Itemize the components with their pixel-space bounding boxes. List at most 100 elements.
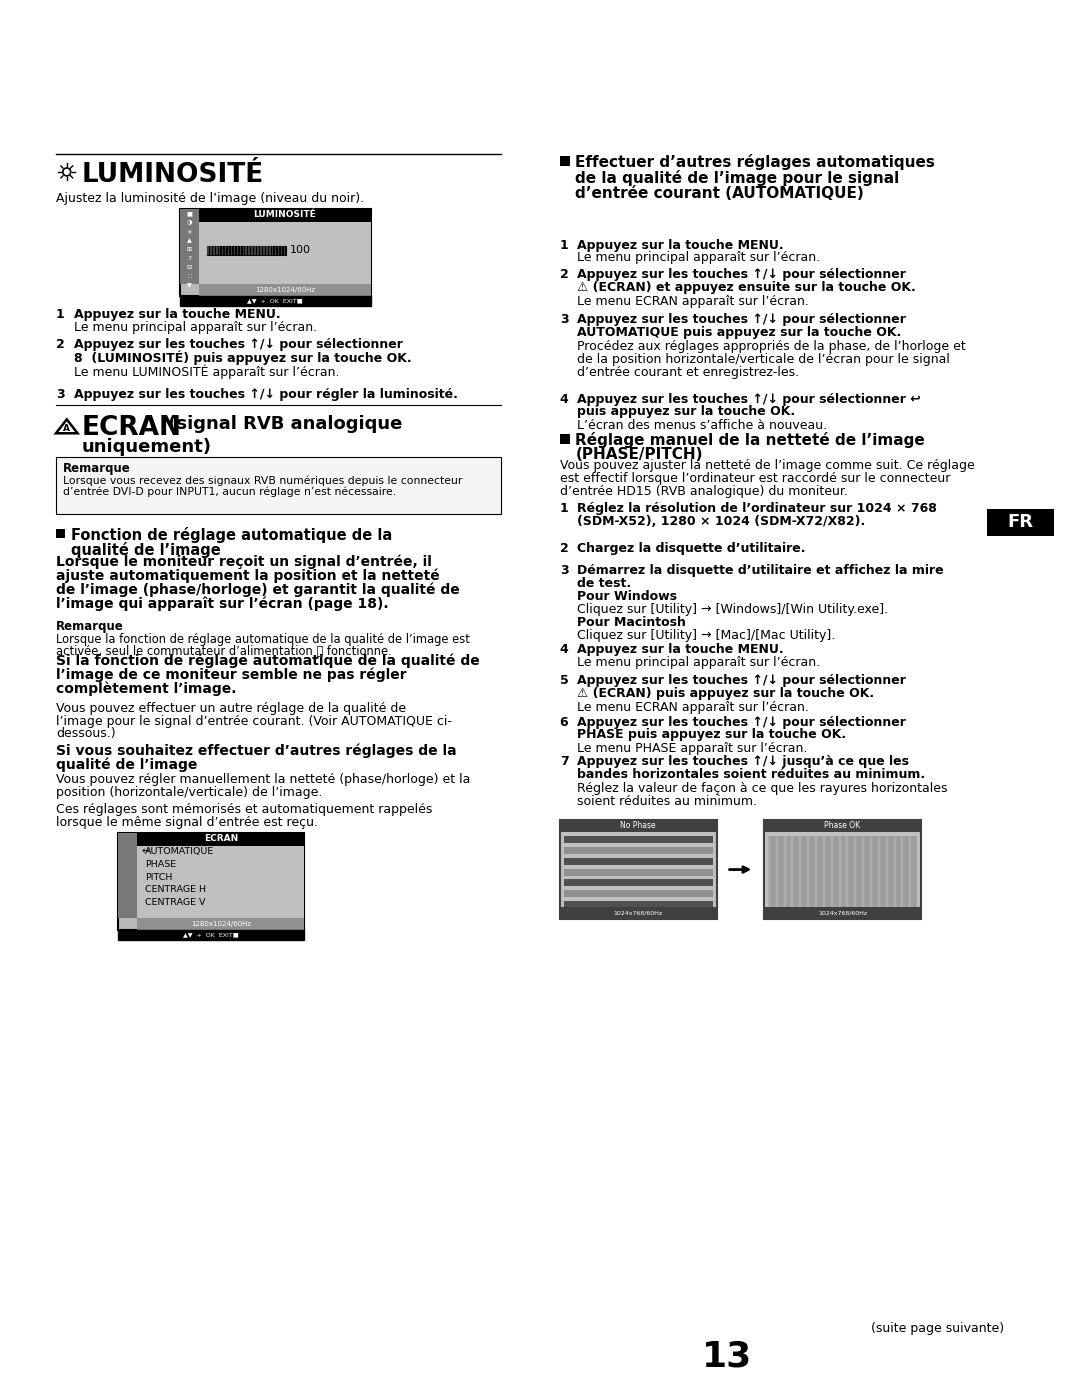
Text: Le menu principal apparaît sur l’écran.: Le menu principal apparaît sur l’écran. (578, 656, 821, 668)
Bar (890, 836, 892, 907)
Bar (987, 508, 1054, 536)
Text: (SDM-X52), 1280 × 1024 (SDM-X72/X82).: (SDM-X52), 1280 × 1024 (SDM-X72/X82). (578, 515, 866, 528)
Text: Le menu principal apparaît sur l’écran.: Le menu principal apparaît sur l’écran. (578, 251, 821, 264)
Bar (231, 246, 232, 255)
Text: 3: 3 (56, 388, 65, 400)
Text: l’image pour le signal d’entrée courant. (Voir AUTOMATIQUE ci-: l’image pour le signal d’entrée courant.… (56, 714, 451, 728)
Text: l’image qui apparaît sur l’écran (page 18).: l’image qui apparaît sur l’écran (page 1… (56, 597, 389, 610)
Text: puis appuyez sur la touche OK.: puis appuyez sur la touche OK. (578, 406, 796, 418)
Bar (784, 836, 785, 907)
Bar (909, 836, 912, 907)
Text: 4: 4 (559, 644, 568, 656)
Bar (905, 836, 907, 907)
Text: Appuyez sur la touche MENU.: Appuyez sur la touche MENU. (578, 239, 784, 251)
Bar (179, 209, 372, 296)
Text: LUMINOSITÉ: LUMINOSITÉ (81, 162, 264, 188)
Bar (807, 836, 809, 907)
Text: Effectuer d’autres réglages automatiques: Effectuer d’autres réglages automatiques (576, 155, 935, 170)
Bar (823, 836, 825, 907)
Bar (764, 820, 921, 831)
Bar (240, 246, 241, 255)
Bar (564, 902, 713, 909)
Bar (850, 836, 852, 907)
Text: AUTOMATIQUE: AUTOMATIQUE (146, 847, 215, 856)
Text: 6: 6 (559, 715, 568, 729)
Bar (252, 246, 253, 255)
Bar (787, 836, 789, 907)
Text: d’entrée courant (AUTOMATIQUE): d’entrée courant (AUTOMATIQUE) (576, 186, 864, 200)
Bar (564, 880, 713, 887)
Text: ▼: ▼ (187, 283, 192, 289)
Bar (200, 284, 372, 296)
Bar (559, 434, 569, 445)
Bar (207, 246, 208, 255)
Bar (874, 836, 876, 907)
Text: 13: 13 (702, 1340, 752, 1374)
Bar (768, 836, 770, 907)
Text: PHASE puis appuyez sur la touche OK.: PHASE puis appuyez sur la touche OK. (578, 728, 847, 742)
Bar (914, 836, 915, 907)
Bar (137, 833, 305, 845)
Bar (281, 246, 282, 255)
Text: 1: 1 (559, 239, 568, 251)
Text: de l’image (phase/horloge) et garantit la qualité de: de l’image (phase/horloge) et garantit l… (56, 583, 460, 597)
Bar (245, 246, 247, 255)
Text: l’image de ce moniteur semble ne pas régler: l’image de ce moniteur semble ne pas rég… (56, 668, 406, 682)
Bar (564, 836, 713, 842)
Text: soient réduites au minimum.: soient réduites au minimum. (578, 795, 757, 808)
Bar (257, 246, 259, 255)
Bar (118, 931, 305, 940)
Bar (200, 209, 372, 221)
Text: d’entrée courant et enregistrez-les.: d’entrée courant et enregistrez-les. (578, 366, 799, 378)
Text: CENTRAGE V: CENTRAGE V (146, 899, 206, 907)
Bar (264, 246, 265, 255)
Text: ajuste automatiquement la position et la netteté: ajuste automatiquement la position et la… (56, 569, 440, 583)
Bar (768, 836, 917, 907)
Bar (137, 845, 305, 918)
Text: Chargez la disquette d’utilitaire.: Chargez la disquette d’utilitaire. (578, 541, 806, 555)
Text: complètement l’image.: complètement l’image. (56, 682, 237, 696)
Text: FR: FR (1008, 512, 1034, 530)
Text: ⊞: ⊞ (187, 247, 192, 253)
Text: PHASE: PHASE (146, 859, 176, 869)
Text: qualité de l’image: qualité de l’image (70, 541, 220, 558)
Text: lorsque le même signal d’entrée est reçu.: lorsque le même signal d’entrée est reçu… (56, 816, 318, 829)
Text: dessous.): dessous.) (56, 728, 116, 740)
Text: 7: 7 (559, 755, 568, 768)
Bar (118, 833, 305, 931)
Bar (815, 836, 816, 907)
Text: 1280x1024/60Hz: 1280x1024/60Hz (255, 287, 314, 293)
Bar (254, 246, 256, 255)
Text: Appuyez sur les touches ↑/↓ pour régler la luminosité.: Appuyez sur les touches ↑/↓ pour régler … (73, 388, 458, 400)
Bar (859, 836, 860, 907)
Bar (804, 836, 806, 907)
Text: CENTRAGE H: CENTRAGE H (146, 885, 206, 895)
Bar (56, 457, 501, 514)
Text: 1: 1 (56, 308, 65, 320)
Bar (278, 246, 280, 255)
Bar (559, 820, 717, 920)
Bar (772, 836, 773, 907)
Bar (564, 858, 713, 865)
Bar (207, 246, 286, 255)
Bar (564, 891, 713, 898)
Bar (284, 246, 285, 255)
Text: d’entrée DVI-D pour INPUT1, aucun réglage n’est nécessaire.: d’entrée DVI-D pour INPUT1, aucun réglag… (63, 487, 396, 497)
Text: Cliquez sur [Utility] → [Windows]/[Win Utility.exe].: Cliquez sur [Utility] → [Windows]/[Win U… (578, 603, 889, 616)
Bar (835, 836, 837, 907)
Text: ▲▼  +  OK  EXIT■: ▲▼ + OK EXIT■ (247, 298, 302, 304)
Text: 1280x1024/60Hz: 1280x1024/60Hz (191, 921, 251, 927)
Text: Réglez la valeur de façon à ce que les rayures horizontales: Réglez la valeur de façon à ce que les r… (578, 782, 948, 795)
Text: Appuyez sur la touche MENU.: Appuyez sur la touche MENU. (73, 308, 281, 320)
Text: Phase OK: Phase OK (824, 822, 861, 830)
Text: ☀: ☀ (187, 229, 192, 235)
Bar (780, 836, 782, 907)
Text: qualité de l’image: qualité de l’image (56, 757, 198, 772)
Text: ↩: ↩ (141, 847, 149, 856)
Text: (signal RVB analogique: (signal RVB analogique (162, 416, 403, 434)
Text: 5: 5 (559, 674, 568, 686)
Bar (764, 907, 921, 920)
Text: Lorsque la fonction de réglage automatique de la qualité de l’image est: Lorsque la fonction de réglage automatiq… (56, 632, 470, 646)
Text: Appuyez sur les touches ↑/↓ pour sélectionner: Appuyez sur les touches ↑/↓ pour sélecti… (578, 313, 906, 326)
Bar (870, 836, 872, 907)
